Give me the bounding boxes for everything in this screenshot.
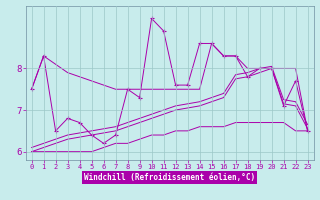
X-axis label: Windchill (Refroidissement éolien,°C): Windchill (Refroidissement éolien,°C) bbox=[84, 173, 255, 182]
